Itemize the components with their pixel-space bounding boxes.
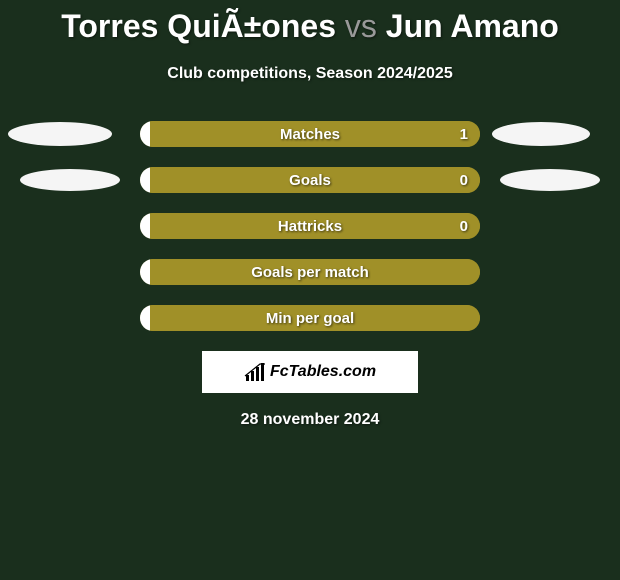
- vs-separator: vs: [345, 8, 377, 44]
- bar-chart-icon: [244, 363, 266, 381]
- stats-area: Matches 1 Goals 0 Hattricks 0 Goals per match M…: [0, 121, 620, 331]
- home-bar-fill: [140, 213, 150, 239]
- away-value: 1: [460, 126, 468, 143]
- home-player-name: Torres QuiÃ±ones: [61, 8, 336, 44]
- stat-bar: Matches 1: [140, 121, 480, 147]
- logo-text: FcTables.com: [270, 363, 376, 381]
- away-value: 0: [460, 172, 468, 189]
- subtitle: Club competitions, Season 2024/2025: [0, 65, 620, 83]
- home-bar-fill: [140, 121, 150, 147]
- away-player-name: Jun Amano: [386, 8, 559, 44]
- stat-bar: Min per goal: [140, 305, 480, 331]
- stat-label: Matches: [280, 126, 340, 143]
- away-indicator-ellipse: [492, 122, 590, 146]
- stat-label: Hattricks: [278, 218, 342, 235]
- stat-bar: Hattricks 0: [140, 213, 480, 239]
- stat-row: Min per goal: [0, 305, 620, 331]
- page-title: Torres QuiÃ±ones vs Jun Amano: [0, 0, 620, 45]
- home-bar-fill: [140, 259, 150, 285]
- stat-label: Goals: [289, 172, 331, 189]
- stat-label: Goals per match: [251, 264, 369, 281]
- stat-bar: Goals 0: [140, 167, 480, 193]
- away-indicator-ellipse: [500, 169, 600, 191]
- date-text: 28 november 2024: [0, 411, 620, 429]
- stat-row: Goals per match: [0, 259, 620, 285]
- stat-bar: Goals per match: [140, 259, 480, 285]
- home-indicator-ellipse: [20, 169, 120, 191]
- stat-row: Hattricks 0: [0, 213, 620, 239]
- away-value: 0: [460, 218, 468, 235]
- logo-content: FcTables.com: [244, 363, 376, 381]
- logo-box[interactable]: FcTables.com: [202, 351, 418, 393]
- home-indicator-ellipse: [8, 122, 112, 146]
- stat-row: Matches 1: [0, 121, 620, 147]
- home-bar-fill: [140, 167, 150, 193]
- stat-row: Goals 0: [0, 167, 620, 193]
- home-bar-fill: [140, 305, 150, 331]
- stat-label: Min per goal: [266, 310, 354, 327]
